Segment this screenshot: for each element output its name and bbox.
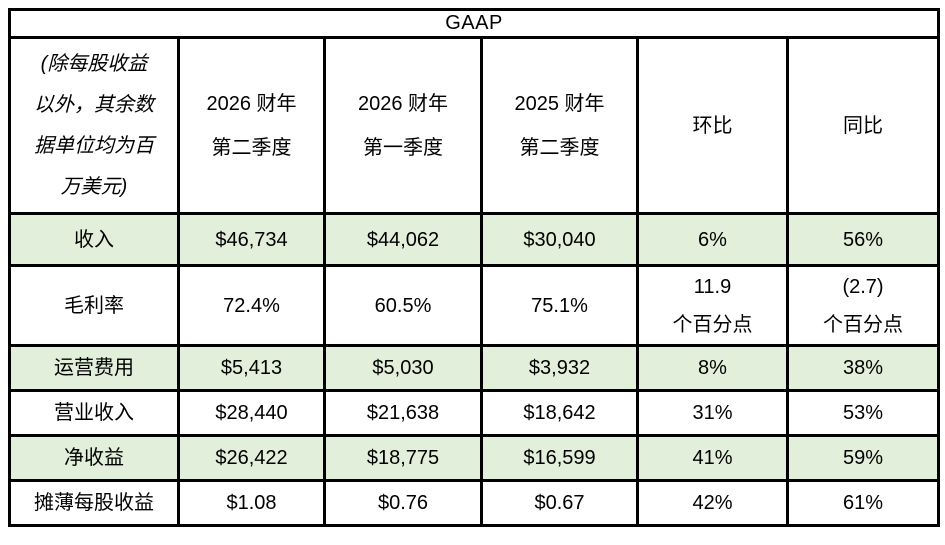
row-label-net-income: 净收益: [8, 434, 180, 482]
cell-revenue-fy2025-q2: $30,040: [480, 212, 639, 267]
units-note: (除每股收益 以外，其余数 据单位均为百 万美元): [8, 36, 180, 215]
cell-eps-fy2025-q2: $0.67: [480, 479, 639, 527]
table-title: GAAP: [7, 8, 941, 39]
row-label-gross-margin: 毛利率: [8, 264, 180, 347]
cell-netinc-fy2025-q2: $16,599: [480, 434, 639, 482]
cell-netinc-qoq: 41%: [636, 434, 789, 482]
row-label-diluted-eps: 摊薄每股收益: [8, 479, 180, 527]
cell-opinc-fy2026-q2: $28,440: [177, 389, 326, 437]
col-header-yoy: 同比: [785, 36, 941, 215]
row-label-revenue: 收入: [8, 212, 180, 267]
table-row-operating-expenses: 运营费用 $5,413 $5,030 $3,932 8% 38%: [8, 344, 941, 392]
cell-gross-margin-qoq: 11.9 个百分点: [636, 264, 789, 347]
cell-netinc-yoy: 59%: [785, 434, 941, 482]
cell-eps-fy2026-q1: $0.76: [323, 479, 483, 527]
cell-opex-fy2025-q2: $3,932: [480, 344, 639, 392]
col-header-fy2026-q1: 2026 财年 第一季度: [323, 36, 483, 215]
cell-opinc-yoy: 53%: [785, 389, 941, 437]
cell-revenue-fy2026-q1: $44,062: [323, 212, 483, 267]
cell-revenue-qoq: 6%: [636, 212, 789, 267]
cell-netinc-fy2026-q2: $26,422: [177, 434, 326, 482]
table-row-diluted-eps: 摊薄每股收益 $1.08 $0.76 $0.67 42% 61%: [8, 479, 941, 527]
cell-opex-yoy: 38%: [785, 344, 941, 392]
cell-opex-fy2026-q1: $5,030: [323, 344, 483, 392]
col-header-fy2025-q2: 2025 财年 第二季度: [480, 36, 639, 215]
table-row-gross-margin: 毛利率 72.4% 60.5% 75.1% 11.9 个百分点 (2.7) 个百…: [8, 264, 941, 347]
cell-eps-yoy: 61%: [785, 479, 941, 527]
cell-opinc-qoq: 31%: [636, 389, 789, 437]
col-header-qoq: 环比: [636, 36, 789, 215]
cell-eps-qoq: 42%: [636, 479, 789, 527]
cell-revenue-fy2026-q2: $46,734: [177, 212, 326, 267]
cell-gross-margin-fy2025-q2: 75.1%: [480, 264, 639, 347]
table-row-revenue: 收入 $46,734 $44,062 $30,040 6% 56%: [8, 212, 941, 267]
cell-opinc-fy2025-q2: $18,642: [480, 389, 639, 437]
cell-gross-margin-fy2026-q2: 72.4%: [177, 264, 326, 347]
cell-netinc-fy2026-q1: $18,775: [323, 434, 483, 482]
cell-gross-margin-yoy: (2.7) 个百分点: [785, 264, 941, 347]
table-row-operating-income: 营业收入 $28,440 $21,638 $18,642 31% 53%: [8, 389, 941, 437]
cell-opinc-fy2026-q1: $21,638: [323, 389, 483, 437]
row-label-operating-expenses: 运营费用: [8, 344, 180, 392]
cell-opex-qoq: 8%: [636, 344, 789, 392]
cell-revenue-yoy: 56%: [785, 212, 941, 267]
table-row-net-income: 净收益 $26,422 $18,775 $16,599 41% 59%: [8, 434, 941, 482]
row-label-operating-income: 营业收入: [8, 389, 180, 437]
gaap-financial-table: GAAP (除每股收益 以外，其余数 据单位均为百 万美元) 2026 财年 第…: [7, 8, 941, 527]
cell-opex-fy2026-q2: $5,413: [177, 344, 326, 392]
cell-eps-fy2026-q2: $1.08: [177, 479, 326, 527]
cell-gross-margin-fy2026-q1: 60.5%: [323, 264, 483, 347]
col-header-fy2026-q2: 2026 财年 第二季度: [177, 36, 326, 215]
